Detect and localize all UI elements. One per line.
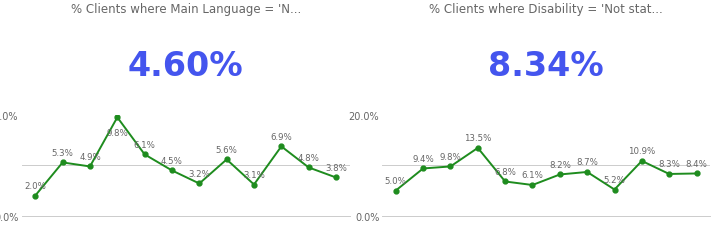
- Text: 8.34%: 8.34%: [488, 50, 604, 83]
- Text: 6.8%: 6.8%: [494, 167, 516, 176]
- Text: 3.1%: 3.1%: [243, 170, 265, 179]
- Text: 8.7%: 8.7%: [576, 158, 598, 167]
- Text: 6.1%: 6.1%: [133, 140, 156, 149]
- Text: 9.4%: 9.4%: [412, 154, 434, 163]
- Text: 4.60%: 4.60%: [128, 50, 244, 83]
- Text: 4.5%: 4.5%: [161, 156, 183, 165]
- Text: 4.8%: 4.8%: [298, 153, 319, 162]
- Text: 9.8%: 9.8%: [107, 129, 128, 138]
- Text: 5.6%: 5.6%: [216, 145, 238, 154]
- Text: 8.2%: 8.2%: [549, 160, 571, 169]
- Text: 8.3%: 8.3%: [658, 160, 680, 169]
- Text: 3.2%: 3.2%: [188, 169, 211, 178]
- Text: 10.9%: 10.9%: [628, 147, 655, 156]
- Text: 3.8%: 3.8%: [325, 163, 347, 172]
- Text: % Clients where Disability = 'Not stat...: % Clients where Disability = 'Not stat..…: [429, 3, 663, 16]
- Text: 5.2%: 5.2%: [603, 175, 625, 184]
- Text: 5.0%: 5.0%: [385, 176, 407, 185]
- Text: 9.8%: 9.8%: [440, 152, 461, 161]
- Text: 6.1%: 6.1%: [521, 171, 544, 180]
- Text: 2.0%: 2.0%: [25, 181, 46, 190]
- Text: 8.4%: 8.4%: [686, 159, 707, 168]
- Text: % Clients where Main Language = 'N...: % Clients where Main Language = 'N...: [71, 3, 301, 16]
- Text: 5.3%: 5.3%: [52, 148, 74, 157]
- Text: 6.9%: 6.9%: [270, 132, 292, 141]
- Text: 13.5%: 13.5%: [464, 134, 492, 143]
- Text: 4.9%: 4.9%: [79, 152, 101, 161]
